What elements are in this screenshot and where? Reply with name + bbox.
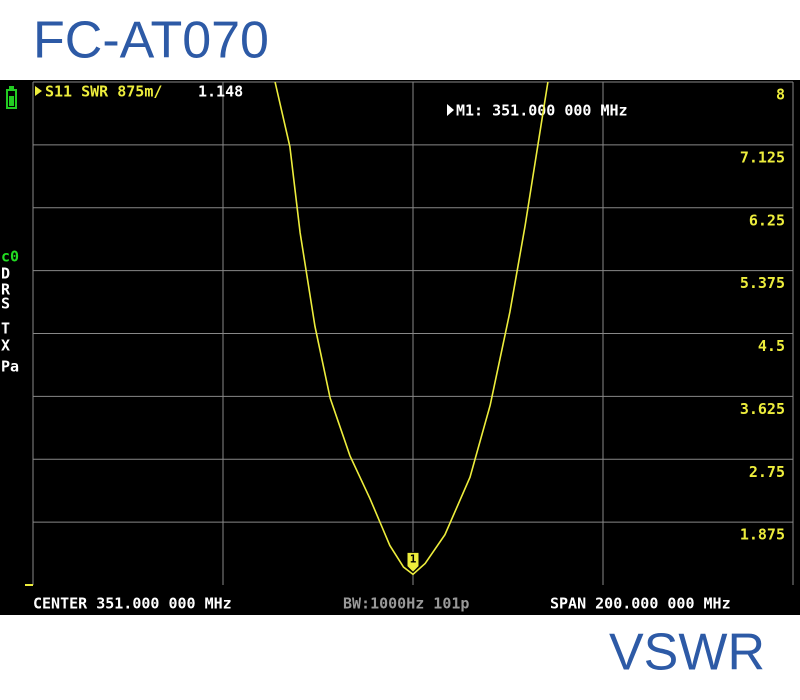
battery-icon	[6, 86, 17, 109]
trace-pointer	[35, 86, 42, 96]
marker-pointer	[447, 104, 454, 116]
marker-readout: M1: 351.000 000 MHz	[456, 102, 628, 120]
span: SPAN 200.000 000 MHz	[550, 595, 731, 613]
y-tick-label: 5.375	[740, 274, 785, 292]
sidebar-label: X	[1, 337, 10, 355]
y-tick-label: 1.875	[740, 526, 785, 544]
sidebar-label: D	[1, 265, 10, 283]
sidebar-label: Pa	[1, 358, 19, 376]
y-tick-label: 6.25	[749, 211, 785, 229]
marker	[406, 551, 420, 574]
trace-label: S11 SWR 875m/	[45, 83, 162, 101]
y-tick-label: 7.125	[740, 148, 785, 166]
center-frequency: CENTER 351.000 000 MHz	[33, 595, 232, 613]
y-tick-label: 3.625	[740, 400, 785, 418]
y-tick-label: 2.75	[749, 463, 785, 481]
product-title: FC-AT070	[33, 12, 269, 70]
sidebar-label: c0	[1, 248, 19, 266]
bandwidth: BW:1000Hz 101p	[343, 595, 469, 613]
sidebar-label: S	[1, 295, 10, 313]
plot	[32, 81, 794, 585]
sidebar-label: T	[1, 320, 10, 338]
marker-label: 1	[410, 552, 417, 565]
trace-value: 1.148	[198, 83, 243, 101]
screen	[0, 80, 800, 615]
y-tick-label: 4.5	[758, 337, 785, 355]
trace	[274, 82, 549, 576]
mode-label: VSWR	[609, 624, 765, 682]
sidebar-label: R	[1, 281, 11, 299]
y-tick-label: 8	[776, 86, 785, 104]
